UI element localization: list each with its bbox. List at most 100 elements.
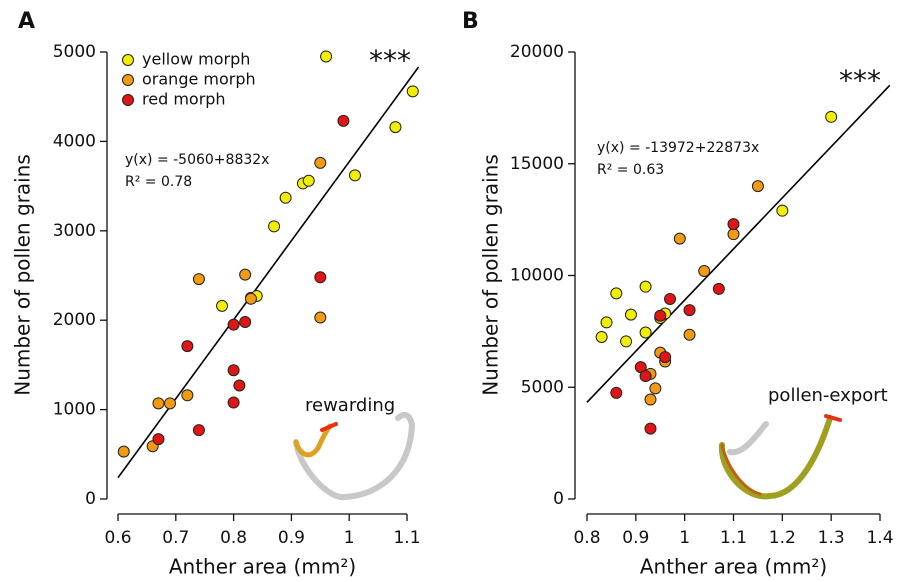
y-tick-label: 10000: [510, 266, 564, 286]
data-point: [239, 268, 252, 281]
data-point: [314, 156, 327, 169]
data-point: [302, 174, 315, 187]
legend-label: red morph: [142, 90, 226, 109]
data-point: [727, 228, 740, 241]
y-tick-label: 1000: [53, 400, 96, 420]
legend-marker: [122, 94, 134, 106]
x-tick-label: 1: [344, 528, 355, 548]
legend-label: yellow morph: [142, 50, 250, 69]
equation: y(x) = -5060+8832x: [125, 152, 269, 168]
data-point: [152, 397, 165, 410]
data-point: [649, 382, 662, 395]
data-point: [314, 311, 327, 324]
data-point: [233, 379, 246, 392]
y-tick-label: 3000: [53, 221, 96, 241]
data-point: [227, 364, 240, 377]
data-point: [664, 292, 677, 305]
data-point: [595, 330, 608, 343]
data-point: [268, 220, 281, 233]
data-point: [712, 282, 725, 295]
annotation: pollen-export: [768, 385, 888, 406]
x-axis-title: Anther area (mm²): [169, 555, 356, 579]
data-point: [164, 397, 177, 410]
y-tick-label: 5000: [521, 377, 564, 397]
x-tick-label: 0.9: [622, 528, 649, 548]
significance: ***: [369, 44, 411, 77]
fit-line: [586, 84, 891, 403]
data-point: [610, 287, 623, 300]
y-axis-title: Number of pollen grains: [11, 154, 35, 396]
data-point: [610, 386, 623, 399]
data-point: [117, 445, 130, 458]
x-tick-label: 1: [679, 528, 690, 548]
x-tick-label: 1.4: [866, 528, 893, 548]
data-point: [639, 326, 652, 339]
data-point: [673, 232, 686, 245]
panel-label: B: [462, 9, 479, 34]
legend-label: orange morph: [142, 70, 256, 89]
y-tick-label: 0: [85, 489, 96, 509]
data-point: [192, 273, 205, 286]
data-point: [751, 180, 764, 193]
panel-label: A: [18, 9, 35, 34]
x-tick-label: 0.6: [104, 528, 131, 548]
data-point: [659, 351, 672, 364]
data-point: [337, 114, 350, 127]
data-point: [639, 370, 652, 383]
x-tick-label: 1.1: [720, 528, 747, 548]
x-tick-label: 0.8: [220, 528, 247, 548]
significance: ***: [839, 64, 881, 97]
flower-illustration: [293, 411, 842, 501]
equation: y(x) = -13972+22873x: [597, 140, 759, 156]
data-point: [639, 280, 652, 293]
data-point: [683, 328, 696, 341]
data-point: [239, 315, 252, 328]
data-point: [227, 318, 240, 331]
data-point: [279, 191, 292, 204]
data-point: [698, 265, 711, 278]
data-point: [620, 335, 633, 348]
data-point: [406, 85, 419, 98]
y-tick-label: 2000: [53, 310, 96, 330]
data-point: [244, 292, 257, 305]
data-point: [825, 110, 838, 123]
x-tick-label: 0.8: [573, 528, 600, 548]
x-tick-label: 1.3: [818, 528, 845, 548]
data-point: [152, 433, 165, 446]
y-tick-label: 0: [553, 489, 564, 509]
y-tick-label: 5000: [53, 42, 96, 62]
x-tick-label: 0.7: [162, 528, 189, 548]
y-axis-title: Number of pollen grains: [479, 154, 503, 396]
r-squared: R² = 0.63: [597, 162, 664, 178]
data-point: [181, 389, 194, 402]
data-point: [727, 218, 740, 231]
x-tick-label: 0.9: [278, 528, 305, 548]
data-point: [320, 50, 333, 63]
legend-marker: [122, 54, 134, 66]
data-point: [227, 396, 240, 409]
legend-marker: [122, 74, 134, 86]
data-point: [624, 308, 637, 321]
data-point: [683, 304, 696, 317]
x-axis-title: Anther area (mm²): [640, 555, 827, 579]
y-tick-label: 15000: [510, 154, 564, 174]
annotation: rewarding: [305, 395, 395, 416]
data-point: [314, 271, 327, 284]
r-squared: R² = 0.78: [125, 174, 192, 190]
fit-line: [117, 66, 420, 479]
y-tick-label: 4000: [53, 131, 96, 151]
data-point: [600, 316, 613, 329]
data-point: [181, 340, 194, 353]
y-tick-label: 20000: [510, 42, 564, 62]
data-point: [776, 204, 789, 217]
x-tick-label: 1.1: [393, 528, 420, 548]
x-tick-label: 1.2: [769, 528, 796, 548]
data-point: [192, 424, 205, 437]
data-point: [654, 309, 667, 322]
data-point: [389, 121, 402, 134]
data-point: [644, 422, 657, 435]
data-point: [644, 393, 657, 406]
data-point: [348, 169, 361, 182]
data-point: [216, 299, 229, 312]
